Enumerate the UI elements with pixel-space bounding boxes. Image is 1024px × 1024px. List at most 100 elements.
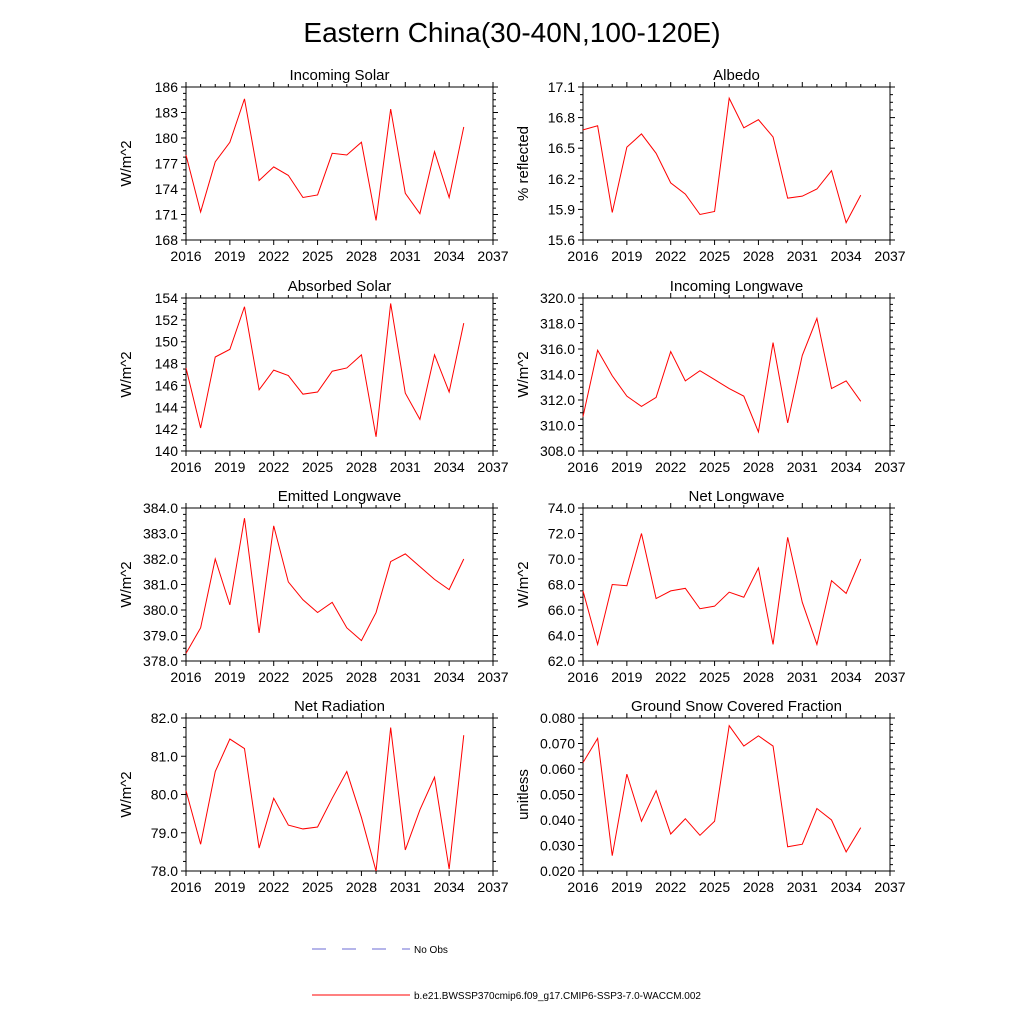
x-tick-label: 2031 (390, 879, 421, 895)
panel-title: Incoming Longwave (670, 278, 803, 295)
panels: Incoming Solar W/m^2 2016 2019 2022 2025 2028 2… (118, 67, 906, 895)
x-tick-label: 2022 (258, 669, 289, 685)
y-tick-label: 180 (155, 130, 179, 146)
y-tick-label: 171 (155, 207, 179, 223)
x-tick-label: 2037 (874, 459, 905, 475)
y-tick-label: 72.0 (548, 526, 575, 542)
y-axis-label: W/m^2 (118, 561, 135, 607)
y-tick-label: 320.0 (540, 290, 575, 306)
x-tick-label: 2025 (302, 669, 333, 685)
x-tick-label: 2016 (567, 879, 598, 895)
y-tick-label: 314.0 (540, 367, 575, 383)
x-tick-label: 2034 (831, 459, 862, 475)
x-tick-label: 2031 (390, 669, 421, 685)
y-tick-label: 16.8 (548, 110, 575, 126)
x-tick-label: 2025 (302, 879, 333, 895)
panel-title: Albedo (713, 67, 760, 84)
plot-frame (185, 297, 494, 452)
x-tick-label: 2037 (874, 879, 905, 895)
x-tick-label: 2022 (655, 879, 686, 895)
y-tick-label: 66.0 (548, 602, 575, 618)
y-tick-label: 382.0 (143, 551, 178, 567)
panel-ground-snow-covered-fraction: Ground Snow Covered Fraction unitless 2016… (515, 698, 906, 895)
y-tick-label: 383.0 (143, 526, 178, 542)
panel-albedo: Albedo % reflected 2016 2019 2022 2025 2028 203… (515, 67, 906, 264)
y-axis-label: W/m^2 (118, 351, 135, 397)
y-tick-label: 140 (155, 443, 179, 459)
y-tick-label: 64.0 (548, 628, 575, 644)
x-tick-label: 2028 (346, 669, 377, 685)
x-tick-label: 2037 (477, 459, 508, 475)
x-tick-label: 2034 (434, 879, 465, 895)
y-tick-label: 15.9 (548, 201, 575, 217)
x-tick-label: 2019 (214, 459, 245, 475)
y-axis-label: W/m^2 (515, 351, 532, 397)
x-tick-label: 2016 (567, 669, 598, 685)
panel-title: Emitted Longwave (278, 488, 401, 505)
y-tick-label: 316.0 (540, 341, 575, 357)
x-tick-label: 2019 (214, 248, 245, 264)
y-axis-label: % reflected (515, 126, 532, 201)
x-tick-label: 2037 (477, 879, 508, 895)
x-tick-label: 2034 (434, 669, 465, 685)
x-tick-label: 2022 (258, 459, 289, 475)
y-tick-label: 79.0 (151, 825, 178, 841)
y-tick-label: 17.1 (548, 79, 575, 95)
x-tick-label: 2028 (743, 459, 774, 475)
x-tick-label: 2025 (302, 459, 333, 475)
y-tick-label: 381.0 (143, 577, 178, 593)
y-tick-label: 174 (155, 181, 179, 197)
y-tick-label: 82.0 (151, 710, 178, 726)
y-tick-label: 310.0 (540, 418, 575, 434)
figure-title: Eastern China(30-40N,100-120E) (303, 17, 720, 48)
x-tick-label: 2034 (831, 248, 862, 264)
x-tick-label: 2037 (477, 248, 508, 264)
y-tick-label: 379.0 (143, 628, 178, 644)
y-tick-label: 74.0 (548, 500, 575, 516)
y-tick-label: 154 (155, 290, 179, 306)
x-tick-label: 2025 (302, 248, 333, 264)
y-tick-label: 15.6 (548, 232, 575, 248)
x-tick-label: 2034 (434, 248, 465, 264)
y-tick-label: 378.0 (143, 653, 178, 669)
panel-title: Net Longwave (689, 488, 785, 505)
x-tick-label: 2025 (699, 459, 730, 475)
y-tick-label: 62.0 (548, 653, 575, 669)
y-axis-label: unitless (515, 769, 532, 820)
series-line-incoming-longwave (582, 316, 862, 434)
x-tick-label: 2031 (390, 459, 421, 475)
y-tick-label: 308.0 (540, 443, 575, 459)
panel-title: Incoming Solar (289, 67, 389, 84)
y-tick-label: 152 (155, 312, 179, 328)
series-line-incoming-solar (185, 98, 465, 221)
panel-title: Ground Snow Covered Fraction (631, 698, 842, 715)
y-tick-label: 312.0 (540, 392, 575, 408)
y-tick-label: 146 (155, 377, 179, 393)
x-tick-label: 2022 (258, 248, 289, 264)
series-line-ground-snow-covered-fraction (582, 724, 862, 856)
y-tick-label: 0.050 (540, 787, 575, 803)
x-tick-label: 2028 (346, 459, 377, 475)
panel-emitted-longwave: Emitted Longwave W/m^2 2016 2019 2022 2025 202… (118, 488, 509, 685)
x-tick-label: 2016 (170, 879, 201, 895)
y-tick-label: 81.0 (151, 748, 178, 764)
plot-frame (582, 507, 891, 662)
x-tick-label: 2031 (787, 669, 818, 685)
y-tick-label: 80.0 (151, 787, 178, 803)
x-tick-label: 2034 (434, 459, 465, 475)
x-tick-label: 2022 (258, 879, 289, 895)
x-tick-label: 2028 (743, 879, 774, 895)
series-line-emitted-longwave (185, 518, 465, 654)
y-tick-label: 0.070 (540, 736, 575, 752)
panel-incoming-longwave: Incoming Longwave W/m^2 2016 2019 2022 2025 20… (515, 278, 906, 475)
y-tick-label: 0.080 (540, 710, 575, 726)
y-tick-label: 150 (155, 334, 179, 350)
x-tick-label: 2037 (874, 669, 905, 685)
series-line-albedo (582, 96, 862, 224)
legend-model-label: b.e21.BWSSP370cmip6.f09_g17.CMIP6-SSP3-7… (414, 991, 701, 1002)
x-tick-label: 2019 (214, 879, 245, 895)
x-tick-label: 2037 (477, 669, 508, 685)
y-axis-label: W/m^2 (118, 771, 135, 817)
x-tick-label: 2016 (567, 459, 598, 475)
